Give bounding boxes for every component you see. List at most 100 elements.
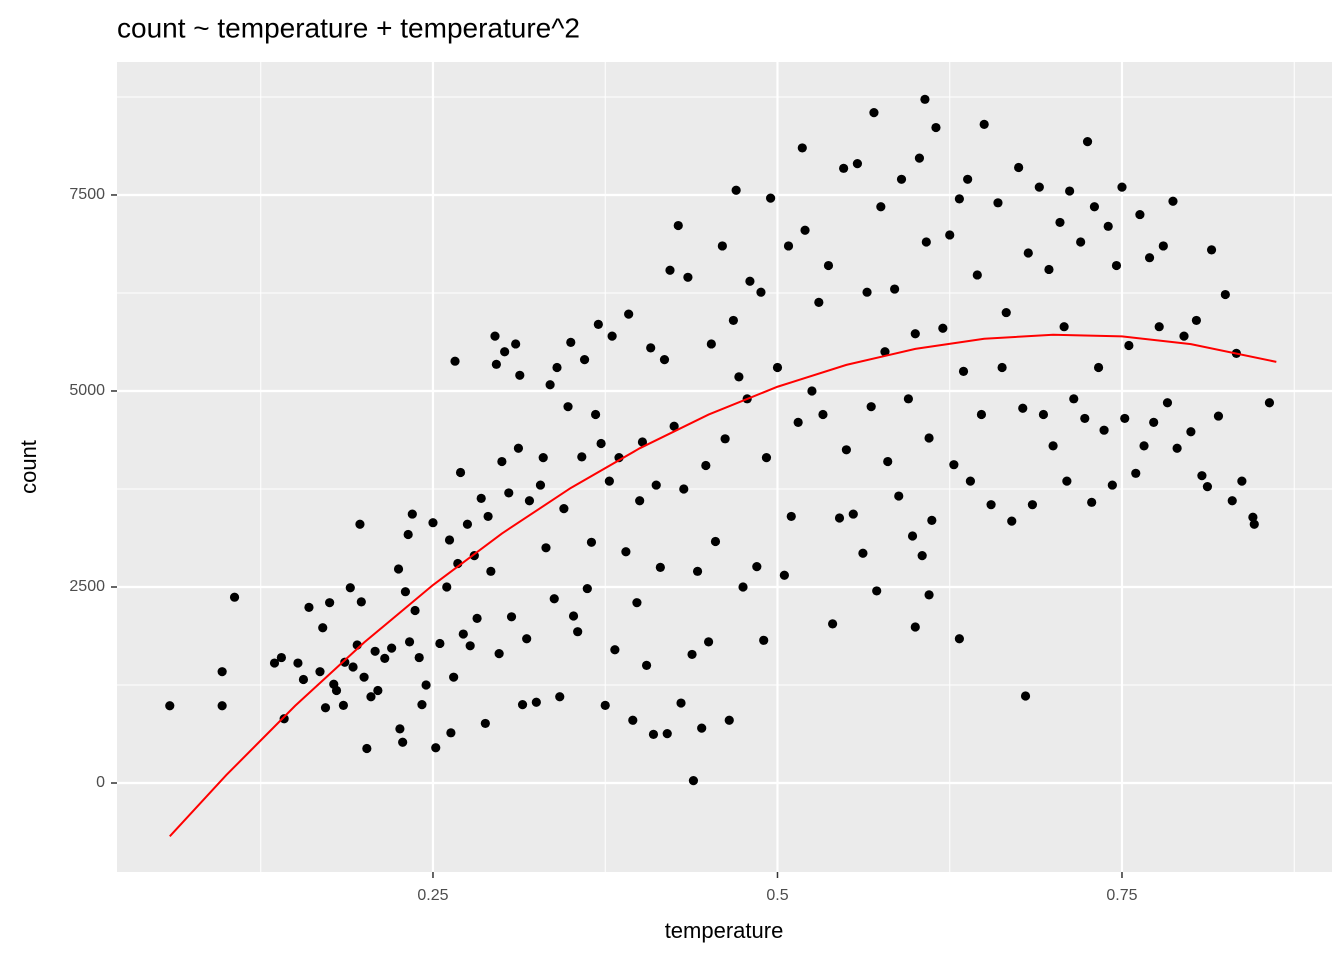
data-point	[903, 394, 913, 404]
data-point	[304, 602, 314, 612]
data-point	[522, 634, 532, 644]
data-point	[515, 370, 525, 380]
data-point	[538, 453, 548, 463]
data-point	[1027, 500, 1038, 510]
data-point	[1093, 362, 1104, 373]
data-point	[400, 587, 411, 597]
data-point	[1103, 221, 1113, 231]
data-point	[963, 174, 973, 184]
data-point	[779, 570, 789, 580]
data-point	[604, 476, 614, 486]
data-point	[706, 339, 716, 349]
data-point	[1220, 289, 1230, 300]
data-point	[651, 480, 661, 490]
data-point	[862, 287, 872, 297]
data-point	[1055, 217, 1065, 228]
data-point	[720, 434, 730, 444]
data-point	[331, 685, 342, 696]
data-point	[972, 270, 982, 280]
data-point	[511, 339, 521, 349]
data-point	[449, 672, 459, 682]
data-point	[610, 645, 620, 655]
data-point	[976, 409, 987, 420]
data-point	[387, 643, 397, 653]
data-point	[1020, 691, 1031, 701]
data-point	[472, 613, 482, 623]
data-point	[318, 623, 328, 633]
data-point	[665, 265, 675, 275]
data-point	[910, 329, 920, 339]
data-point	[786, 511, 796, 522]
data-point	[229, 592, 240, 602]
data-point	[338, 700, 349, 710]
data-point	[1186, 427, 1196, 437]
data-point	[628, 715, 638, 725]
data-point	[738, 582, 748, 592]
data-point	[1248, 512, 1258, 522]
data-point	[793, 417, 803, 427]
data-point	[797, 143, 807, 153]
data-point	[823, 260, 834, 271]
data-point	[979, 119, 989, 130]
data-point	[362, 743, 372, 754]
data-point	[765, 193, 776, 203]
data-point	[1197, 471, 1207, 481]
data-point	[465, 641, 475, 651]
data-point	[494, 649, 504, 659]
data-point	[497, 456, 507, 467]
y-tick-label: 7500	[69, 186, 105, 203]
data-point	[566, 337, 576, 347]
data-point	[577, 452, 587, 462]
x-axis-title: temperature	[665, 918, 784, 943]
data-point	[869, 108, 879, 118]
data-point	[450, 356, 460, 366]
data-point	[1038, 409, 1049, 420]
data-point	[1007, 516, 1017, 526]
data-point	[1023, 248, 1033, 258]
data-point	[541, 543, 551, 553]
data-point	[596, 438, 606, 449]
data-point	[293, 658, 303, 668]
data-point	[1089, 202, 1100, 212]
data-point	[954, 194, 964, 204]
data-point	[1149, 417, 1159, 427]
data-point	[355, 519, 365, 529]
data-point	[921, 237, 931, 247]
data-point	[600, 700, 610, 710]
data-point	[710, 536, 721, 547]
data-point	[703, 637, 714, 647]
data-point	[568, 611, 579, 621]
data-point	[435, 638, 445, 649]
data-point	[421, 680, 431, 690]
data-point	[920, 94, 930, 104]
data-point	[993, 198, 1003, 208]
data-point	[1191, 315, 1202, 326]
data-point	[997, 362, 1007, 373]
data-point	[876, 202, 886, 212]
data-point	[1034, 182, 1044, 192]
data-point	[1162, 398, 1173, 408]
data-point	[1124, 340, 1134, 351]
data-point	[669, 421, 679, 431]
data-point	[1131, 468, 1141, 478]
data-point	[1249, 519, 1259, 529]
data-point	[848, 509, 858, 519]
data-point	[688, 776, 699, 786]
data-point	[1227, 496, 1237, 506]
data-point	[513, 443, 524, 453]
data-point	[517, 700, 528, 710]
data-point	[954, 634, 964, 644]
data-point	[1179, 331, 1189, 341]
data-point	[407, 509, 417, 519]
data-point	[315, 667, 325, 677]
data-point	[1001, 307, 1011, 318]
data-point	[931, 122, 941, 133]
data-point	[607, 331, 617, 341]
data-point	[896, 174, 907, 184]
data-point	[673, 220, 683, 231]
data-point	[552, 362, 562, 373]
data-point	[641, 660, 652, 671]
data-point	[455, 467, 466, 478]
data-point	[759, 635, 769, 645]
